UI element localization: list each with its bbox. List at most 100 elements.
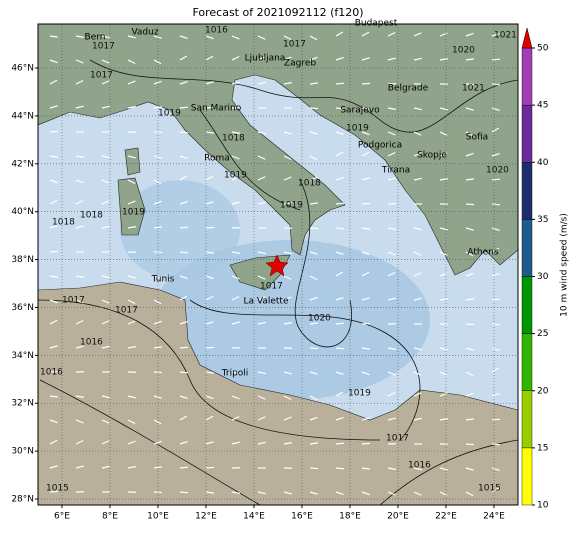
x-tick-label: 18°E — [339, 512, 361, 522]
y-tick-label: 32°N — [11, 399, 34, 409]
y-tick-label: 38°N — [11, 255, 34, 265]
isobar-label: 1015 — [478, 484, 501, 494]
isobar-label: 1017 — [283, 40, 306, 50]
wind-barb — [180, 132, 188, 133]
isobar-label: 1019 — [158, 109, 181, 119]
corsica — [125, 148, 140, 175]
y-tick-label: 30°N — [11, 447, 34, 457]
city-label: Sarajevo — [340, 106, 380, 116]
isobar-label: 1018 — [80, 211, 103, 221]
wind-barb — [336, 443, 344, 444]
y-tick-label: 46°N — [11, 64, 34, 74]
wind-barb — [206, 227, 214, 228]
city-label: Athens — [467, 248, 498, 258]
isobar-label: 1017 — [62, 296, 85, 306]
isobar-label: 1018 — [222, 134, 245, 144]
isobar-label: 1021 — [494, 31, 517, 41]
isobar-label: 1018 — [52, 218, 75, 228]
x-tick-label: 22°E — [435, 512, 457, 522]
wind-barb — [310, 228, 318, 229]
colorbar-tick-label: 30 — [537, 272, 549, 282]
wind-barb — [310, 108, 318, 109]
colorbar-segment — [522, 162, 532, 219]
wind-barb — [180, 252, 188, 253]
wind-barb — [362, 83, 370, 84]
x-tick-label: 8°E — [102, 512, 118, 522]
isobar-label: 1017 — [90, 71, 113, 81]
wind-barb — [466, 444, 474, 445]
wind-barb — [362, 323, 370, 324]
wind-barb — [50, 251, 58, 252]
city-label: Skopje — [417, 151, 447, 161]
isobar-label: 1016 — [408, 461, 431, 471]
isobar-label: 1019 — [122, 208, 145, 218]
wind-barb — [336, 468, 344, 469]
wind-barb — [492, 204, 500, 205]
isobar-label: 1018 — [298, 179, 321, 189]
wind-barb — [336, 348, 344, 349]
colorbar-tick-label: 15 — [537, 443, 548, 453]
isobar-label: 1015 — [46, 484, 69, 494]
wind-barb — [336, 323, 344, 324]
wind-barb — [180, 347, 188, 348]
wind-barb — [180, 372, 188, 373]
y-tick-label: 40°N — [11, 207, 34, 217]
isobar-label: 1017 — [260, 282, 283, 292]
wind-barb — [310, 348, 318, 349]
wind-barb — [180, 467, 188, 468]
city-label: Zagreb — [284, 59, 316, 69]
wind-barb — [362, 443, 370, 444]
colorbar-tick-label: 20 — [537, 386, 549, 396]
colorbar-tick-label: 45 — [537, 101, 548, 111]
colorbar-segment — [522, 277, 532, 334]
isobar-label: 1016 — [40, 368, 63, 378]
isobar-label: 1017 — [386, 434, 409, 444]
wind-barb — [362, 203, 370, 204]
colorbar-segment — [522, 48, 532, 105]
x-tick-label: 10°E — [147, 512, 169, 522]
isobar-label: 1017 — [92, 42, 115, 52]
wind-barb — [492, 59, 500, 60]
colorbar-segment — [522, 334, 532, 391]
y-tick-label: 42°N — [11, 159, 34, 169]
city-label: San Marino — [191, 104, 242, 114]
wind-barb — [180, 492, 188, 493]
colorbar-segment — [522, 391, 532, 448]
wind-barb — [180, 227, 188, 228]
wind-barb — [492, 324, 500, 325]
city-label: Sofia — [466, 133, 488, 143]
isobar-label: 1016 — [205, 26, 228, 36]
wind-barb — [492, 179, 500, 180]
x-tick-label: 12°E — [195, 512, 217, 522]
wind-barb — [492, 84, 500, 85]
colorbar-label: 10 m wind speed (m/s) — [560, 213, 570, 317]
city-label: Podgorica — [358, 141, 402, 151]
city-label: Budapest — [355, 19, 398, 29]
isobar-label: 1019 — [348, 389, 371, 399]
map-title: Forecast of 2021092112 (f120) — [192, 6, 363, 19]
isobar-label: 1019 — [224, 171, 247, 181]
colorbar-tick-label: 50 — [537, 44, 549, 54]
y-tick-label: 34°N — [11, 351, 34, 361]
wind-barb — [180, 107, 188, 108]
wind-barb — [336, 83, 344, 84]
colorbar-tick-label: 35 — [537, 215, 548, 225]
wind-barb — [336, 228, 344, 229]
wind-barb — [206, 347, 214, 348]
isobar-label: 1019 — [280, 201, 303, 211]
wind-barb — [310, 468, 318, 469]
isobar-label: 1017 — [115, 306, 138, 316]
colorbar-tick-label: 10 — [537, 501, 549, 511]
city-label: La Valette — [244, 297, 289, 307]
city-label: Tunis — [151, 275, 175, 285]
wind-barb — [336, 203, 344, 204]
city-label: Tripoli — [221, 369, 249, 379]
wind-barb — [492, 444, 500, 445]
city-label: Belgrade — [388, 84, 429, 94]
wind-barb — [492, 419, 500, 420]
wind-barb — [492, 299, 500, 300]
isobar-label: 1020 — [308, 314, 331, 324]
wind-barb — [206, 467, 214, 468]
x-tick-label: 16°E — [291, 512, 313, 522]
